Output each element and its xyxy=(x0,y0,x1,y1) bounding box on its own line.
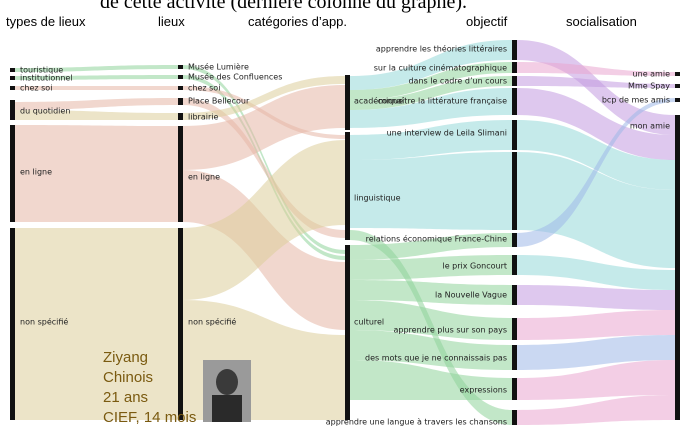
node-label: des mots que je ne connaissais pas xyxy=(365,354,507,363)
node-bar xyxy=(178,126,183,222)
node-bar xyxy=(512,378,517,400)
node-bar xyxy=(675,84,680,88)
node-label: Musée des Confluences xyxy=(188,72,282,82)
node-bar xyxy=(10,68,15,72)
node-label: non spécifié xyxy=(20,317,68,327)
node-bar xyxy=(512,233,517,247)
node-bar xyxy=(512,88,517,115)
node-bar xyxy=(178,65,183,69)
node-label: une interview de Leila Slimani xyxy=(387,129,507,138)
node-label: chez soi xyxy=(20,84,52,93)
node-label: expressions xyxy=(460,386,507,395)
profile-age: 21 ans xyxy=(103,389,148,406)
node-label: apprendre les théories littéraires xyxy=(376,44,507,54)
node-bar xyxy=(178,75,183,79)
node-bar xyxy=(512,255,517,275)
node-label: relations économique France-Chine xyxy=(366,234,507,244)
node-bar xyxy=(345,245,350,420)
node-label: librairie xyxy=(188,113,218,122)
node-bar xyxy=(345,132,350,240)
node-bar xyxy=(512,62,517,73)
node-bar xyxy=(178,98,183,105)
node-label: bcp de mes amis xyxy=(602,96,670,105)
node-label: mon amie xyxy=(630,122,670,131)
node-label: sur la culture cinématographique xyxy=(374,63,507,73)
node-bar xyxy=(675,98,680,102)
node-bar xyxy=(178,113,183,120)
profile-program: CIEF, 14 mois xyxy=(103,409,196,426)
node-bar xyxy=(10,125,15,222)
node-bar xyxy=(512,410,517,425)
node-bar xyxy=(178,86,183,90)
node-label: la Nouvelle Vague xyxy=(435,291,507,300)
node-bar xyxy=(512,40,517,60)
column-header: socialisation xyxy=(566,14,637,29)
node-label: apprendre une langue à travers les chans… xyxy=(326,418,507,427)
profile-name: Ziyang xyxy=(103,349,148,366)
node-bar xyxy=(10,100,15,120)
node-bar xyxy=(512,285,517,305)
node-bar xyxy=(345,75,350,130)
node-bar xyxy=(675,115,680,420)
node-label: chez soi xyxy=(188,84,220,93)
node-label: en ligne xyxy=(188,173,220,182)
flow xyxy=(350,152,512,230)
node-label: Place Bellecour xyxy=(188,97,250,106)
column-header: lieux xyxy=(158,14,185,29)
profile-nationality: Chinois xyxy=(103,369,153,386)
node-label: apprendre plus sur son pays xyxy=(393,326,507,335)
node-label: non spécifié xyxy=(188,317,236,327)
caption: de cette activité (dernière colonne du g… xyxy=(100,0,467,13)
node-bar xyxy=(512,120,517,150)
node-bar xyxy=(512,318,517,340)
node-label: du quotidien xyxy=(20,107,70,116)
node-label: le prix Goncourt xyxy=(442,262,507,271)
node-label: institutionnel xyxy=(20,74,73,83)
column-header: catégories d’app. xyxy=(248,14,347,29)
node-bar xyxy=(512,76,517,86)
node-label: une amie xyxy=(633,70,671,79)
node-bar xyxy=(10,76,15,80)
profile-photo xyxy=(203,360,251,422)
sankey-diagram: de cette activité (dernière colonne du g… xyxy=(0,0,680,430)
node-bar xyxy=(675,72,680,76)
node-bar xyxy=(512,152,517,230)
node-label: dans le cadre d’un cours xyxy=(408,77,507,86)
node-label: connaître la littérature française xyxy=(378,96,507,106)
node-label: en ligne xyxy=(20,168,52,177)
node-label: Musée Lumière xyxy=(188,62,249,72)
node-label: culturel xyxy=(354,318,384,327)
node-bar xyxy=(512,345,517,370)
node-label: Mme Spay xyxy=(628,82,670,91)
node-bar xyxy=(10,228,15,420)
node-label: linguistique xyxy=(354,194,401,203)
column-header: objectif xyxy=(466,14,508,29)
node-bar xyxy=(178,228,183,420)
node-bar xyxy=(10,86,15,90)
column-header: types de lieux xyxy=(6,14,86,29)
